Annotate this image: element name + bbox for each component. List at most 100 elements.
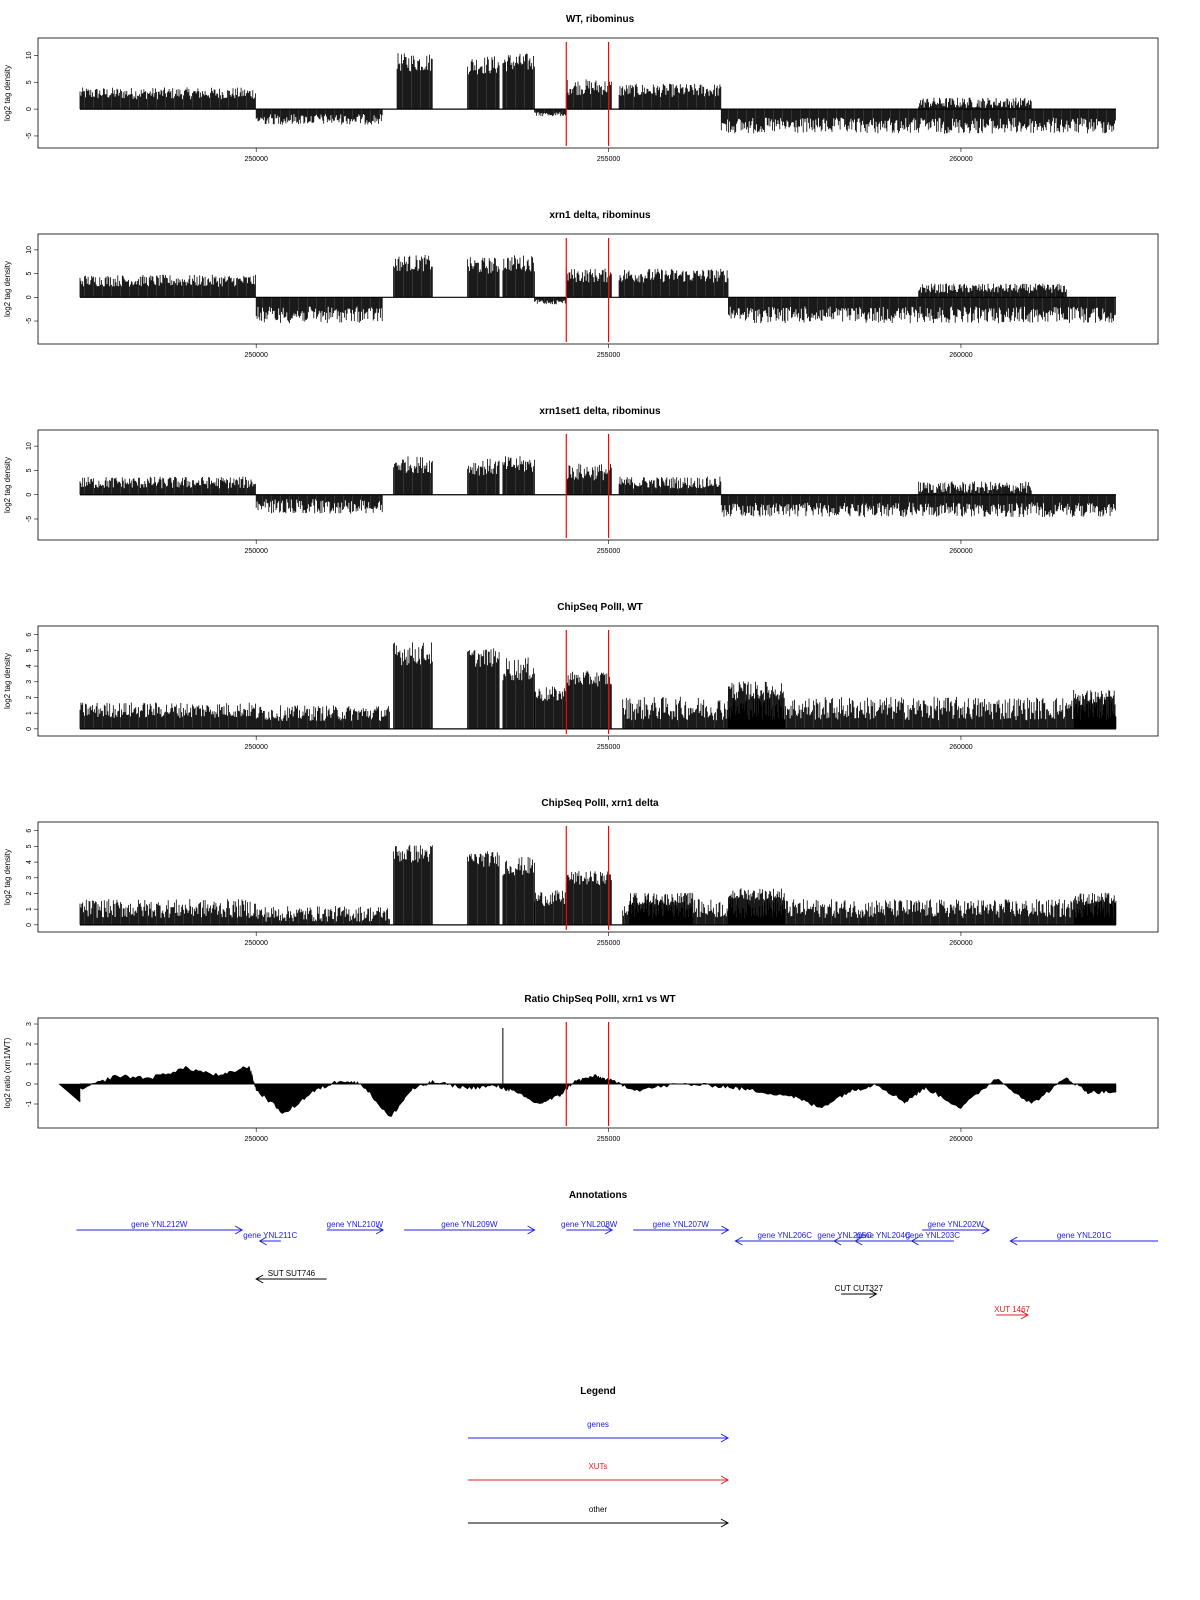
y-tick-label: 6	[26, 633, 33, 637]
density-bars	[79, 844, 1117, 925]
arrow-head	[734, 1236, 743, 1246]
plot-frame	[37, 429, 1159, 541]
panel-1: WT, ribominus log2 tag density -5 0 5 10 25000…	[3, 14, 1159, 163]
arrow-head	[1009, 1236, 1018, 1246]
y-axis-label: log2 ratio (xrn1/WT)	[3, 1037, 12, 1108]
x-tick-label: 255000	[597, 548, 620, 555]
arrow-head	[869, 1289, 878, 1299]
gene-label: gene YNL211C	[243, 1231, 297, 1240]
other-feature: SUT SUT746	[255, 1269, 327, 1284]
arrow-head	[234, 1225, 244, 1235]
arrow-head	[720, 1518, 730, 1528]
y-tick-label: 0	[26, 1082, 33, 1086]
plot-frame	[37, 37, 1159, 149]
gene-feature: gene YNL209W	[404, 1220, 536, 1235]
density-bars	[79, 53, 1116, 134]
x-tick-label: 260000	[949, 352, 972, 359]
y-tick-label: 1	[26, 711, 33, 715]
plot-frame	[37, 821, 1159, 933]
gene-label: gene YNL204C	[856, 1231, 911, 1240]
density-bars	[79, 642, 1117, 729]
x-tick-label: 260000	[949, 1136, 972, 1143]
panel-3: xrn1set1 delta, ribominus log2 tag densit…	[3, 406, 1159, 555]
gene-feature: gene YNL203C	[905, 1231, 960, 1246]
other-feature: CUT CUT327	[835, 1284, 884, 1299]
gene-feature: gene YNL212W	[76, 1220, 244, 1235]
y-axis-label: log2 tag density	[3, 849, 12, 905]
arrow-head	[258, 1236, 267, 1246]
y-tick-label: 10	[26, 51, 33, 59]
y-tick-label: 6	[26, 829, 33, 833]
panel-title: Ratio ChipSeq PolII, xrn1 vs WT	[524, 994, 675, 1005]
y-tick-label: -5	[26, 318, 33, 324]
y-tick-label: 5	[26, 648, 33, 652]
y-axis-label: log2 tag density	[3, 653, 12, 709]
gene-feature: gene YNL204C	[854, 1231, 912, 1246]
arrow-head	[721, 1225, 730, 1235]
plot-frame	[37, 625, 1159, 737]
y-tick-label: 3	[26, 680, 33, 684]
gene-feature: gene YNL211C	[243, 1231, 297, 1246]
panel-title: ChipSeq PolII, xrn1 delta	[541, 798, 659, 809]
x-tick-label: 250000	[245, 156, 268, 163]
density-bars	[79, 255, 1116, 324]
x-tick-label: 255000	[597, 940, 620, 947]
gene-label: gene YNL207W	[653, 1220, 710, 1229]
x-tick-label: 260000	[949, 548, 972, 555]
arrow-head	[527, 1225, 536, 1235]
legend-item-genes: genes	[468, 1420, 730, 1443]
arrow-head	[910, 1236, 919, 1246]
legend-item-xuts: XUTs	[468, 1462, 730, 1485]
panel-title: xrn1set1 delta, ribominus	[539, 406, 661, 417]
other-label: CUT CUT327	[835, 1284, 884, 1293]
gene-label: gene YNL210W	[327, 1220, 384, 1229]
other-label: SUT SUT746	[268, 1269, 316, 1278]
y-tick-label: 2	[26, 891, 33, 895]
annotations-title: Annotations	[569, 1190, 628, 1201]
y-tick-label: -1	[26, 1101, 33, 1107]
legend-item-label: genes	[587, 1420, 609, 1429]
panel-4: ChipSeq PolII, WT log2 tag density 0 1 2 3 4 5 6…	[3, 602, 1159, 751]
panel-2: xrn1 delta, ribominus log2 tag density -5 0…	[3, 210, 1159, 359]
x-tick-label: 260000	[949, 744, 972, 751]
x-tick-label: 255000	[597, 156, 620, 163]
gene-feature: gene YNL201C	[1009, 1231, 1158, 1246]
y-tick-label: 1	[26, 907, 33, 911]
panel-title: xrn1 delta, ribominus	[549, 210, 651, 221]
y-tick-label: 3	[26, 876, 33, 880]
annotations-track: Annotations gene YNL212W gene YNL211C gene …	[76, 1190, 1158, 1320]
arrow-head	[981, 1225, 991, 1235]
gene-feature: gene YNL206C	[734, 1231, 835, 1246]
y-tick-label: 3	[26, 1022, 33, 1026]
arrow-head	[854, 1236, 863, 1246]
y-tick-label: 5	[26, 272, 33, 276]
gene-label: gene YNL205C	[817, 1231, 872, 1240]
y-tick-label: 1	[26, 1062, 33, 1066]
legend-item-other: other	[468, 1505, 730, 1528]
panel-6: Ratio ChipSeq PolII, xrn1 vs WT log2 rati…	[3, 994, 1159, 1143]
y-tick-label: 0	[26, 295, 33, 299]
y-tick-label: -5	[26, 516, 33, 522]
arrow-head	[720, 1475, 730, 1485]
x-tick-label: 250000	[245, 548, 268, 555]
panel-title: WT, ribominus	[566, 14, 635, 25]
legend-item-label: other	[589, 1505, 608, 1514]
arrow-head	[833, 1236, 842, 1246]
y-axis-label: log2 tag density	[3, 457, 12, 513]
gene-label: gene YNL208W	[561, 1220, 618, 1229]
y-tick-label: 2	[26, 695, 33, 699]
gene-feature: gene YNL208W	[561, 1220, 618, 1235]
gene-feature: gene YNL202W	[922, 1220, 991, 1235]
panel-5: ChipSeq PolII, xrn1 delta log2 tag densit…	[3, 798, 1159, 947]
y-tick-label: 5	[26, 844, 33, 848]
y-axis-label: log2 tag density	[3, 65, 12, 121]
y-tick-label: 4	[26, 860, 33, 864]
plot-frame	[37, 233, 1159, 345]
arrow-head	[604, 1225, 614, 1235]
arrow-head	[720, 1433, 730, 1443]
y-tick-label: 0	[26, 727, 33, 731]
arrow-head	[255, 1274, 264, 1284]
arrow-head	[1020, 1310, 1029, 1320]
x-tick-label: 250000	[245, 1136, 268, 1143]
y-tick-label: 2	[26, 1042, 33, 1046]
